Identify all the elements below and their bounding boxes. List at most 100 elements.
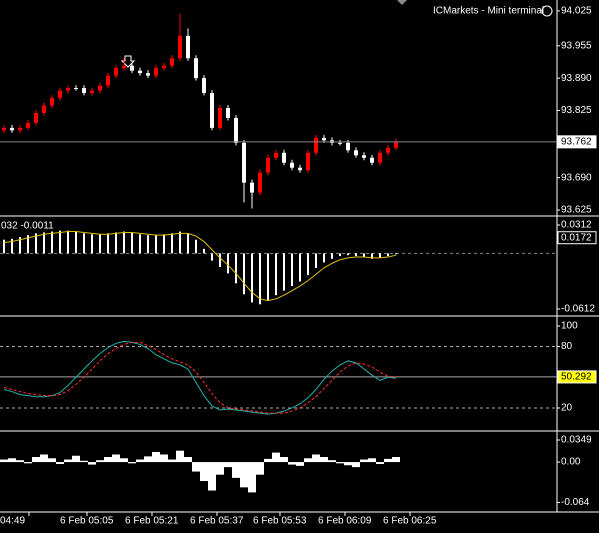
candle-body	[186, 35, 190, 59]
bar	[48, 458, 56, 463]
bar	[32, 457, 40, 463]
histogram-bar	[339, 253, 341, 257]
candle-body	[226, 107, 230, 118]
bar	[240, 462, 248, 488]
terminal-title: ICMarkets - Mini terminal	[433, 6, 544, 17]
histogram-bar	[115, 232, 117, 254]
histogram-bar	[163, 234, 165, 254]
histogram-bar	[123, 231, 125, 254]
candle-body	[50, 98, 54, 106]
bar	[72, 455, 80, 463]
x-tick-label: 04:49	[0, 516, 25, 527]
bar	[128, 462, 136, 464]
y-tick-label: 93.955	[561, 40, 592, 51]
bar	[40, 454, 48, 463]
candle-body	[178, 35, 182, 59]
histogram-bar	[219, 253, 221, 267]
bar	[264, 458, 272, 463]
histogram-bar	[363, 253, 365, 257]
histogram-bar	[355, 253, 357, 257]
histogram-bar	[179, 231, 181, 254]
histogram-bar	[43, 232, 45, 254]
bar	[296, 462, 304, 466]
x-tick-label: 6 Feb 05:53	[253, 516, 307, 527]
histogram-bar	[211, 253, 213, 261]
candle-body	[218, 107, 222, 128]
candle-body	[194, 58, 198, 79]
indicator-line	[3, 231, 397, 302]
value-box	[557, 370, 597, 384]
histogram-bar	[91, 234, 93, 254]
bar	[24, 462, 32, 464]
y-tick-label: 0.00	[561, 457, 581, 468]
histogram-bar	[195, 239, 197, 254]
histogram-bar	[131, 232, 133, 254]
histogram-bar	[59, 230, 61, 254]
bar	[144, 456, 152, 463]
candle-body	[210, 93, 214, 128]
candle-body	[394, 141, 398, 148]
y-tick-label: 93.690	[561, 172, 592, 183]
histogram-bar	[51, 231, 53, 254]
candle-body	[274, 152, 278, 158]
candle-body	[346, 142, 350, 151]
x-tick-label: 6 Feb 05:21	[125, 516, 179, 527]
histogram-bar	[107, 233, 109, 254]
candle-body	[338, 142, 342, 144]
histogram-bar	[19, 237, 21, 254]
histogram-bar	[235, 253, 237, 284]
histogram-bar	[291, 253, 293, 287]
y-tick-label: 0.0349	[561, 435, 592, 446]
bar	[168, 459, 176, 463]
candle-body	[378, 152, 382, 163]
y-tick-label: -0.064	[561, 497, 590, 508]
y-tick-label: 93.825	[561, 105, 592, 116]
candle-body	[114, 68, 118, 76]
histogram-bar	[275, 253, 277, 296]
bar	[88, 462, 96, 465]
candle-body	[266, 157, 270, 173]
histogram-bar	[11, 238, 13, 254]
candle-body	[98, 85, 102, 91]
candle-body	[370, 157, 374, 163]
bar	[56, 462, 64, 464]
bar	[152, 451, 160, 463]
bar	[200, 462, 208, 482]
candle-body	[314, 137, 318, 153]
bar	[360, 459, 368, 463]
bar	[384, 458, 392, 463]
candle-body	[202, 78, 206, 94]
candle-body	[162, 65, 166, 69]
candle-body	[362, 155, 366, 158]
histogram-bar	[379, 253, 381, 258]
candle-body	[170, 58, 174, 66]
bar	[160, 454, 168, 463]
bar	[104, 457, 112, 463]
bar	[320, 457, 328, 463]
bar	[136, 459, 144, 463]
histogram-bar	[67, 230, 69, 254]
histogram-bar	[35, 233, 37, 254]
bar	[272, 452, 280, 463]
histogram-bar	[251, 253, 253, 303]
histogram-bar	[331, 253, 333, 259]
value-label: 50.292	[561, 372, 592, 383]
bar	[96, 460, 104, 463]
candle-body	[82, 88, 86, 94]
candle-body	[234, 117, 238, 143]
value-label: 93.762	[561, 136, 592, 147]
candle-body	[298, 167, 302, 171]
value-box	[557, 135, 597, 149]
bar	[392, 457, 400, 463]
candle-body	[282, 152, 286, 163]
histogram-bar	[99, 234, 101, 254]
histogram-bar	[27, 235, 29, 254]
indicator-label: 032 -0.0011	[1, 221, 54, 232]
histogram-bar	[139, 234, 141, 254]
y-tick-label: 93.625	[561, 205, 592, 216]
candle-body	[322, 137, 326, 141]
bar	[232, 462, 240, 478]
x-tick-label: 6 Feb 06:09	[318, 516, 372, 527]
histogram-bar	[187, 233, 189, 254]
histogram-bar	[299, 253, 301, 282]
